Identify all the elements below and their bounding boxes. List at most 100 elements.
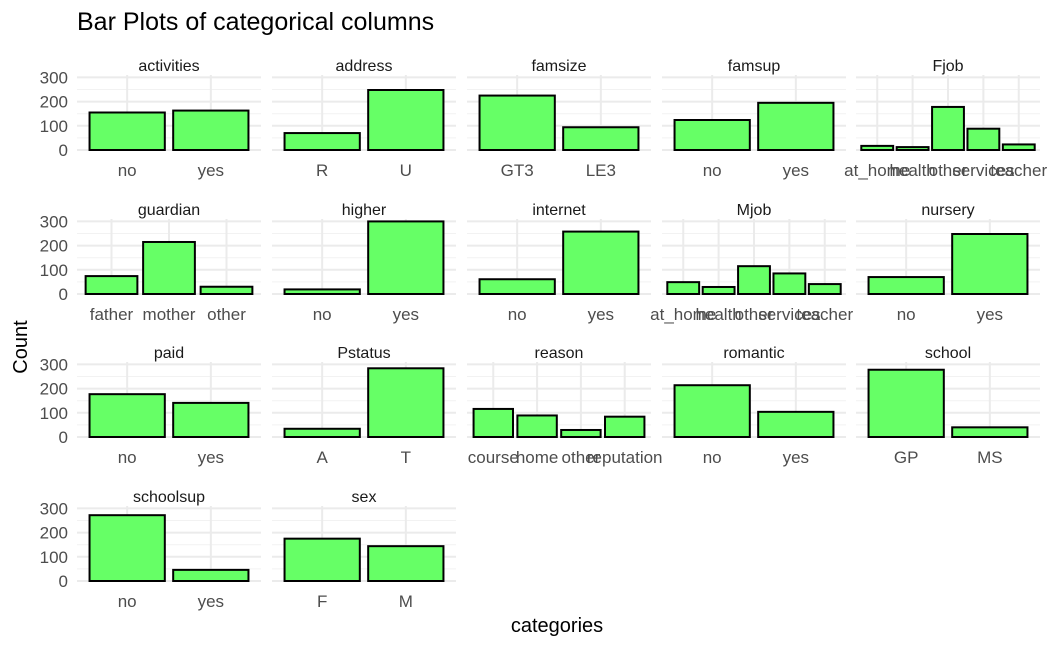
y-tick-label: 200	[40, 93, 68, 112]
panel-internet: internet no yes	[467, 202, 651, 324]
panel-grid: activities no yes 0 100 200 300 address R Ufamsiz…	[40, 58, 1048, 611]
bar-school-MS	[951, 426, 1029, 438]
y-tick-label: 0	[59, 141, 68, 160]
x-tick-label: reputation	[587, 448, 663, 467]
x-tick-label: R	[316, 161, 328, 180]
bar-schoolsup-yes	[172, 568, 250, 583]
x-tick-label: yes	[198, 161, 224, 180]
bar-reason-course	[472, 407, 515, 439]
x-tick-label: services	[952, 161, 1014, 180]
bar-famsup-yes	[757, 101, 835, 151]
bar-mjob-services	[772, 272, 807, 296]
x-tick-label: at_home	[650, 305, 716, 324]
x-tick-label: T	[401, 448, 411, 467]
x-tick-label: F	[317, 592, 327, 611]
bar-higher-yes	[367, 220, 445, 295]
panel-strip-label: famsup	[728, 58, 781, 75]
bar-famsize-LE3	[562, 126, 640, 151]
x-tick-label: U	[400, 161, 412, 180]
bar-mjob-teacher	[807, 283, 842, 296]
bar-fjob-at_home	[860, 144, 895, 152]
bar-internet-no	[478, 278, 556, 296]
bar-famsup-no	[673, 119, 751, 151]
x-tick-label: yes	[588, 305, 614, 324]
panel-strip-label: paid	[154, 345, 184, 362]
x-tick-label: other	[562, 448, 601, 467]
panel-schoolsup: schoolsup no yes 0 100 200 300	[40, 489, 261, 611]
x-tick-label: health	[695, 305, 741, 324]
x-tick-label: other	[929, 161, 968, 180]
panel-strip-label: guardian	[138, 202, 200, 219]
bar-reason-home	[516, 414, 558, 438]
panel-sex: sex F M	[272, 489, 456, 611]
x-tick-label: yes	[393, 305, 419, 324]
panel-strip-label: famsize	[531, 58, 586, 75]
bar-paid-yes	[172, 401, 250, 438]
panel-activities: activities no yes 0 100 200 300	[40, 58, 261, 180]
x-tick-label: health	[889, 161, 935, 180]
x-tick-label: M	[399, 592, 413, 611]
panel-strip-label: Pstatus	[337, 345, 390, 362]
x-tick-label: teacher	[796, 305, 853, 324]
x-tick-label: father	[90, 305, 134, 324]
panel-strip-label: reason	[535, 345, 584, 362]
bar-pstatus-T	[367, 367, 445, 438]
bar-fjob-teacher	[1001, 143, 1036, 152]
bar-fjob-other	[931, 105, 965, 152]
panel-strip-label: higher	[342, 202, 387, 219]
bar-nursery-yes	[951, 233, 1029, 295]
panel-paid: paid no yes 0 100 200 300	[40, 345, 261, 467]
bar-romantic-no	[673, 384, 751, 438]
bar-mjob-at_home	[666, 281, 701, 296]
x-tick-label: A	[317, 448, 329, 467]
panel-guardian: guardian father mother other 0 100 200 300	[40, 202, 261, 324]
bar-famsize-GT3	[478, 94, 556, 151]
panel-strip-label: sex	[352, 489, 377, 506]
bar-higher-no	[283, 288, 361, 296]
y-tick-label: 0	[59, 572, 68, 591]
y-tick-label: 0	[59, 285, 68, 304]
x-axis-label: categories	[511, 615, 603, 637]
panel-strip-label: nursery	[921, 202, 974, 219]
bar-pstatus-A	[283, 427, 361, 439]
y-tick-label: 0	[59, 428, 68, 447]
x-tick-label: yes	[783, 161, 809, 180]
bar-school-GP	[867, 368, 945, 439]
x-tick-label: no	[118, 592, 137, 611]
panel-strip-label: address	[336, 58, 393, 75]
y-tick-label: 200	[40, 380, 68, 399]
y-axis-label: Count	[10, 320, 32, 374]
bar-sex-F	[283, 537, 361, 583]
bar-activities-no	[88, 111, 166, 151]
panel-school: school GP MS	[856, 345, 1040, 467]
x-tick-label: yes	[198, 592, 224, 611]
y-tick-label: 300	[40, 355, 68, 374]
bar-mjob-other	[737, 265, 771, 296]
y-tick-label: 200	[40, 237, 68, 256]
x-tick-label: no	[703, 161, 722, 180]
y-tick-label: 100	[40, 404, 68, 423]
panel-strip-label: internet	[532, 202, 586, 219]
x-tick-label: GP	[894, 448, 919, 467]
bar-address-U	[367, 89, 445, 151]
bar-romantic-yes	[757, 410, 835, 439]
panel-strip-label: romantic	[723, 345, 784, 362]
x-tick-label: services	[758, 305, 820, 324]
y-tick-label: 300	[40, 499, 68, 518]
bar-guardian-mother	[142, 240, 196, 295]
x-tick-label: home	[516, 448, 559, 467]
panel-higher: higher no yes	[272, 202, 456, 324]
x-tick-label: no	[703, 448, 722, 467]
panel-strip-label: Mjob	[737, 202, 772, 219]
bar-paid-no	[88, 393, 166, 439]
y-tick-label: 100	[40, 117, 68, 136]
bar-internet-yes	[562, 230, 640, 295]
bar-activities-yes	[172, 109, 250, 151]
bar-address-R	[283, 132, 361, 151]
panel-romantic: romantic no yes	[662, 345, 846, 467]
panel-strip-label: activities	[138, 58, 199, 75]
bar-reason-other	[560, 428, 602, 438]
